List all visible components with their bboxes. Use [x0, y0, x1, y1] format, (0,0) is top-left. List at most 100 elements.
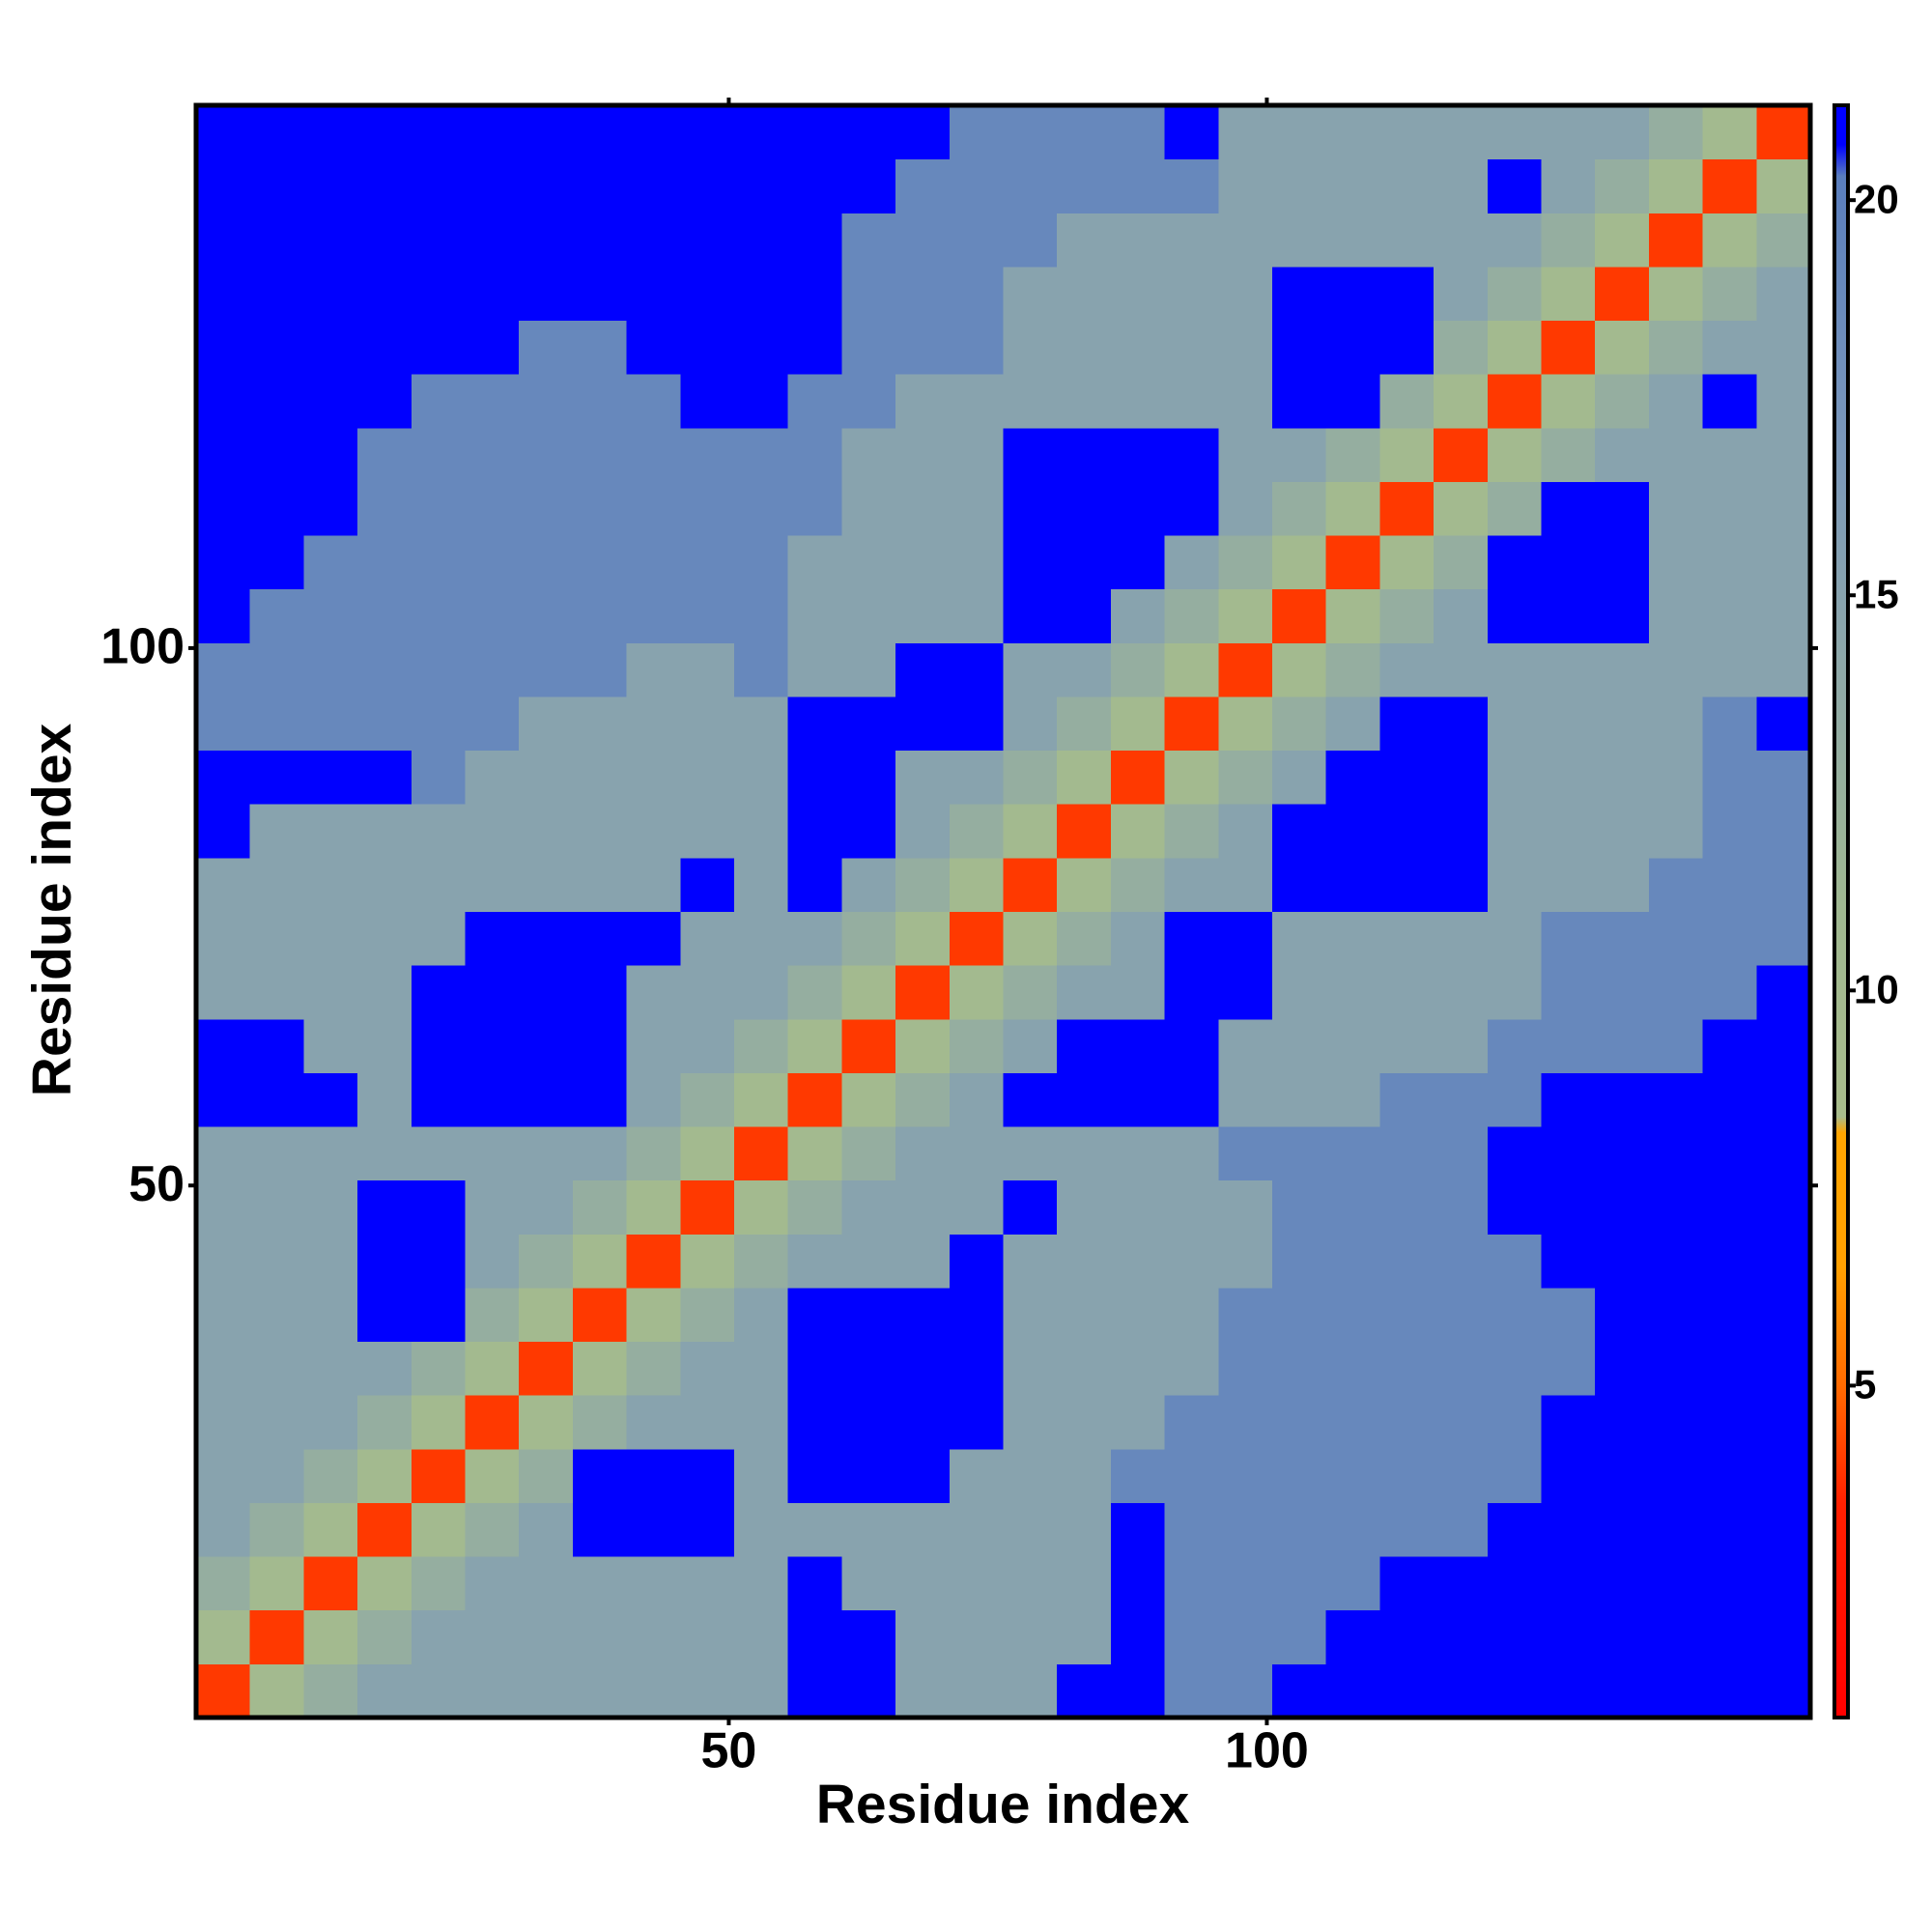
heatmap-cell [626, 158, 681, 213]
heatmap-cell [1595, 535, 1650, 590]
heatmap-cell [1648, 266, 1704, 322]
heatmap-cell [411, 965, 466, 1020]
heatmap-cell [1218, 213, 1273, 268]
heatmap-cell [680, 158, 735, 213]
heatmap-cell [1110, 1341, 1166, 1396]
heatmap-cell [895, 1287, 951, 1343]
heatmap-cell [626, 266, 681, 322]
heatmap-cell [465, 320, 520, 375]
heatmap-cell [841, 1072, 896, 1127]
heatmap-cell [519, 535, 574, 590]
heatmap-cell [465, 642, 520, 697]
heatmap-cell [895, 213, 951, 268]
heatmap-cell [734, 804, 789, 859]
heatmap-cell [1003, 481, 1058, 536]
heatmap-cell [1325, 1395, 1380, 1450]
heatmap-cell [1218, 1287, 1273, 1343]
heatmap-cell [1648, 1287, 1704, 1343]
heatmap-cell [1434, 213, 1489, 268]
heatmap-cell [1434, 911, 1489, 966]
heatmap-cell [1595, 158, 1650, 213]
heatmap-cell [1595, 320, 1650, 375]
heatmap-cell [1218, 1556, 1273, 1611]
heatmap-cell [1057, 158, 1112, 213]
heatmap-cell [626, 374, 681, 429]
heatmap-cell [1379, 588, 1435, 643]
heatmap-cell [1434, 1287, 1489, 1343]
heatmap-cell [1057, 1341, 1112, 1396]
heatmap-cell [949, 911, 1004, 966]
heatmap-cell [1272, 911, 1327, 966]
heatmap-cell [1057, 1395, 1112, 1450]
heatmap-cell [1057, 1072, 1112, 1127]
heatmap-cell [303, 1609, 358, 1664]
heatmap-cell [411, 105, 466, 160]
heatmap-cell [1595, 1179, 1650, 1235]
heatmap-cell [734, 1448, 789, 1503]
heatmap-cell [519, 320, 574, 375]
heatmap-cell [196, 1341, 251, 1396]
heatmap-cell [787, 642, 842, 697]
heatmap-cell [1325, 1287, 1380, 1343]
heatmap-cell [249, 1287, 304, 1343]
heatmap-cell [1379, 1556, 1435, 1611]
heatmap-cell [249, 1072, 304, 1127]
heatmap-cell [895, 1502, 951, 1557]
heatmap-cell [1702, 535, 1757, 590]
heatmap-cell [519, 1663, 574, 1719]
heatmap-cell [787, 1018, 842, 1073]
heatmap-cell [411, 1448, 466, 1503]
y-tick-label: 50 [128, 1156, 185, 1212]
plot-frame [193, 102, 1813, 1720]
heatmap-cell [1379, 1502, 1435, 1557]
heatmap-cell [1325, 588, 1380, 643]
heatmap-cell [519, 857, 574, 912]
heatmap-cell [1756, 1179, 1811, 1235]
heatmap-cell [1487, 1395, 1542, 1450]
heatmap-cell [1325, 1609, 1380, 1664]
heatmap-cell [1434, 266, 1489, 322]
heatmap-cell [1487, 1663, 1542, 1719]
heatmap-cell [1003, 911, 1058, 966]
heatmap-cell [1756, 1448, 1811, 1503]
heatmap-cell [1218, 696, 1273, 752]
heatmap-cell [895, 1609, 951, 1664]
heatmap-cell [1003, 1556, 1058, 1611]
heatmap-cell [1110, 1287, 1166, 1343]
heatmap-cell [1003, 1234, 1058, 1289]
heatmap-cell [1541, 911, 1596, 966]
heatmap-cell [949, 535, 1004, 590]
heatmap-cell [1487, 1609, 1542, 1664]
heatmap-cell [411, 1179, 466, 1235]
heatmap-cell [1541, 642, 1596, 697]
heatmap-cell [196, 266, 251, 322]
heatmap-cell [1325, 804, 1380, 859]
heatmap-cell [949, 1234, 1004, 1289]
heatmap-cell [841, 481, 896, 536]
heatmap-cell [787, 105, 842, 160]
heatmap-cell [626, 696, 681, 752]
heatmap-cell [357, 158, 412, 213]
heatmap-cell [1110, 911, 1166, 966]
heatmap-cell [1272, 750, 1327, 805]
heatmap-cell [1756, 1234, 1811, 1289]
heatmap-cell [1487, 158, 1542, 213]
heatmap-cell [1057, 1663, 1112, 1719]
heatmap-cell [1487, 804, 1542, 859]
heatmap-cell [1379, 1341, 1435, 1396]
heatmap-cell [249, 750, 304, 805]
heatmap-cell [1487, 1072, 1542, 1127]
heatmap-cell [1434, 1609, 1489, 1664]
heatmap-cell [1057, 213, 1112, 268]
heatmap-cell [196, 1556, 251, 1611]
heatmap-cell [1164, 213, 1219, 268]
heatmap-cell [1595, 1502, 1650, 1557]
heatmap-cell [1434, 642, 1489, 697]
heatmap-cell [734, 427, 789, 482]
heatmap-cell [1164, 1556, 1219, 1611]
heatmap-cell [572, 1018, 628, 1073]
heatmap-cell [1487, 427, 1542, 482]
heatmap-cell [787, 911, 842, 966]
heatmap-cell [303, 535, 358, 590]
